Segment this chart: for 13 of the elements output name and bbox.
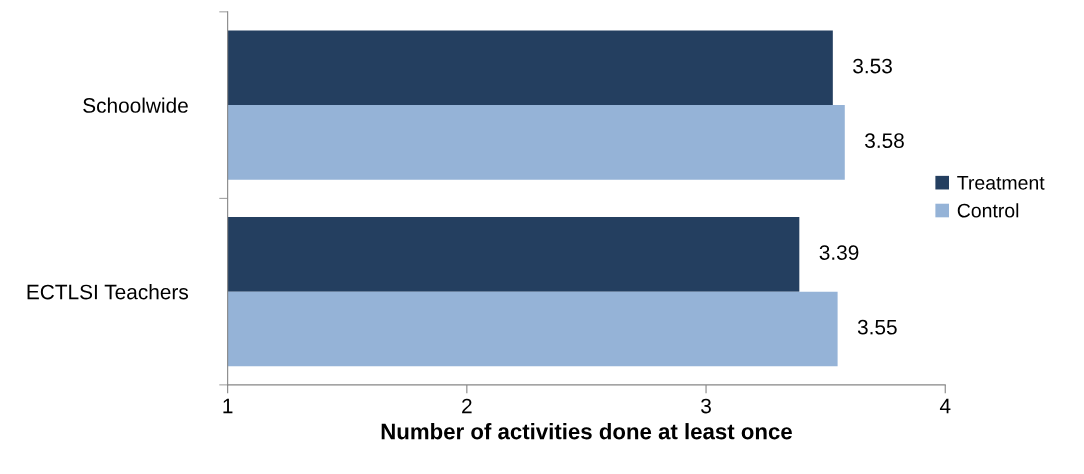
x-tick-label: 2 (462, 398, 472, 414)
data-label: 3.55 (857, 319, 897, 335)
x-axis-title: Number of activities done at least once (381, 423, 792, 440)
legend-label: Treatment (957, 176, 1045, 190)
x-tick-label: 1 (223, 398, 233, 414)
x-tick-label: 4 (939, 398, 951, 414)
data-label: 3.58 (865, 133, 904, 149)
x-tick-label: 3 (701, 398, 711, 414)
y-tick-label: ECTLSI Teachers (27, 284, 189, 300)
data-label: 3.53 (853, 58, 892, 74)
legend-label: Control (957, 203, 1019, 218)
y-tick-label: Schoolwide (83, 97, 188, 113)
data-label: 3.39 (819, 245, 859, 260)
